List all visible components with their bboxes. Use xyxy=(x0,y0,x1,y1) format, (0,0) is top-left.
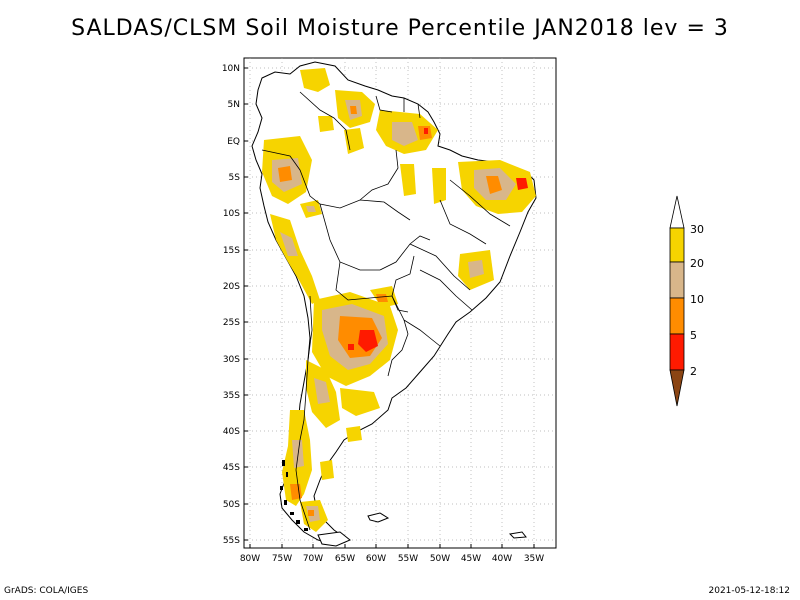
lat-label-eq: EQ xyxy=(227,137,240,147)
lat-label-10s: 10S xyxy=(223,209,240,219)
south-georgia-island xyxy=(508,531,527,539)
lat-label-10n: 10N xyxy=(222,64,240,74)
lon-label-65w: 65W xyxy=(335,554,355,564)
lon-label-75w: 75W xyxy=(272,554,292,564)
map-title: SALDAS/CLSM Soil Moisture Percentile JAN… xyxy=(71,16,729,41)
lat-label-55s: 55S xyxy=(223,536,240,546)
footer-credit: GrADS: COLA/IGES xyxy=(4,586,89,596)
lon-label-70w: 70W xyxy=(303,554,323,564)
latitude-labels: 10N 5N EQ 5S 10S 15S 20S 25S 30S 35S 40S… xyxy=(222,64,240,546)
lat-label-5s: 5S xyxy=(229,173,241,183)
footer-timestamp: 2021-05-12-18:12 xyxy=(708,586,791,596)
legend-label-30: 30 xyxy=(690,223,704,236)
chile-fjord-coast xyxy=(280,460,308,531)
lat-label-20s: 20S xyxy=(223,282,240,292)
falkland-islands xyxy=(367,512,390,523)
lat-label-35s: 35S xyxy=(223,391,240,401)
legend-label-2: 2 xyxy=(690,365,697,378)
lon-label-40w: 40W xyxy=(492,554,512,564)
legend-label-5: 5 xyxy=(690,329,697,342)
legend-labels: 30 20 10 5 2 xyxy=(690,223,704,378)
lon-label-80w: 80W xyxy=(240,554,260,564)
legend-below-2 xyxy=(669,369,685,407)
legend-10-20 xyxy=(669,261,685,299)
legend-label-20: 20 xyxy=(690,257,704,270)
lat-label-30s: 30S xyxy=(223,355,240,365)
country-borders xyxy=(261,91,511,531)
longitude-labels: 80W 75W 70W 65W 60W 55W 50W 45W 40W 35W xyxy=(240,554,544,564)
lon-label-45w: 45W xyxy=(461,554,481,564)
lat-label-45s: 45S xyxy=(223,463,240,473)
tierra-del-fuego-island xyxy=(317,531,351,547)
lon-label-55w: 55W xyxy=(398,554,418,564)
lat-label-25s: 25S xyxy=(223,318,240,328)
legend-2-5 xyxy=(669,333,685,371)
legend-label-10: 10 xyxy=(690,293,704,306)
legend-colorbar xyxy=(669,195,685,407)
lat-label-5n: 5N xyxy=(228,100,240,110)
longitude-ticks xyxy=(249,544,535,548)
lon-label-60w: 60W xyxy=(366,554,386,564)
lat-label-50s: 50S xyxy=(223,500,240,510)
legend-5-10 xyxy=(669,297,685,335)
legend-above-30 xyxy=(669,195,685,229)
lon-label-50w: 50W xyxy=(430,554,450,564)
legend-20-30 xyxy=(669,227,685,263)
percentile-patches xyxy=(262,68,536,532)
lat-label-15s: 15S xyxy=(223,246,240,256)
latitude-ticks xyxy=(244,67,248,541)
lat-label-40s: 40S xyxy=(223,427,240,437)
lon-label-35w: 35W xyxy=(524,554,544,564)
